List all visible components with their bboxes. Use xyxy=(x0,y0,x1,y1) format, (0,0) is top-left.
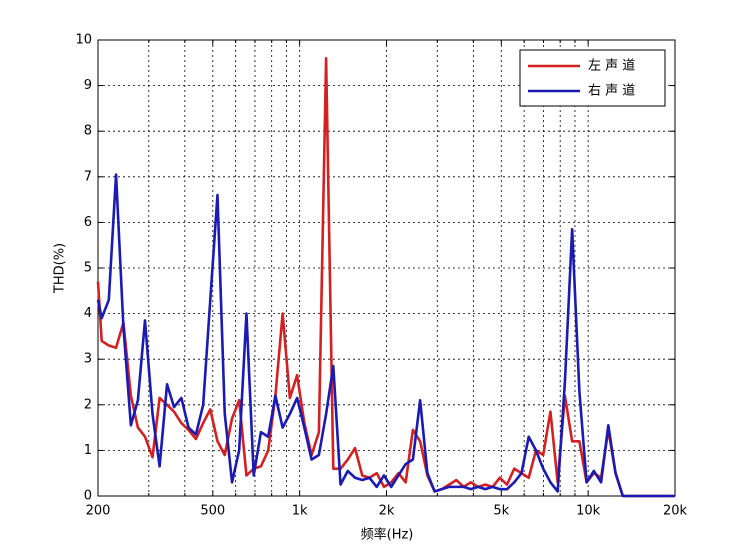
y-tick-label: 0 xyxy=(84,489,92,504)
x-axis-label: 频率(Hz) xyxy=(361,527,414,543)
legend-label: 左 声 道 xyxy=(588,59,635,74)
y-tick-label: 1 xyxy=(84,443,92,458)
y-tick-label: 9 xyxy=(84,78,92,93)
y-tick-label: 6 xyxy=(84,215,92,230)
data-line xyxy=(96,173,675,498)
y-tick-label: 8 xyxy=(84,124,92,139)
y-tick-label: 7 xyxy=(84,169,92,184)
legend-label: 右 声 道 xyxy=(588,84,635,99)
x-tick-label: 20k xyxy=(663,504,688,519)
y-tick-label: 4 xyxy=(84,306,92,321)
x-tick-label: 10k xyxy=(576,504,601,519)
x-tick-label: 5k xyxy=(493,504,509,519)
y-tick-label: 5 xyxy=(84,261,92,276)
x-tick-label: 2k xyxy=(379,504,395,519)
y-tick-label: 3 xyxy=(84,352,92,367)
legend-box xyxy=(519,49,666,107)
x-tick-label: 1k xyxy=(292,504,308,519)
plot-frame xyxy=(97,39,676,497)
y-tick-label: 2 xyxy=(84,397,92,412)
x-tick-label: 500 xyxy=(200,504,225,519)
x-tick-label: 200 xyxy=(86,504,111,519)
y-axis-label: THD(%) xyxy=(53,243,68,294)
data-line xyxy=(96,56,675,498)
y-tick-label: 10 xyxy=(75,33,92,48)
